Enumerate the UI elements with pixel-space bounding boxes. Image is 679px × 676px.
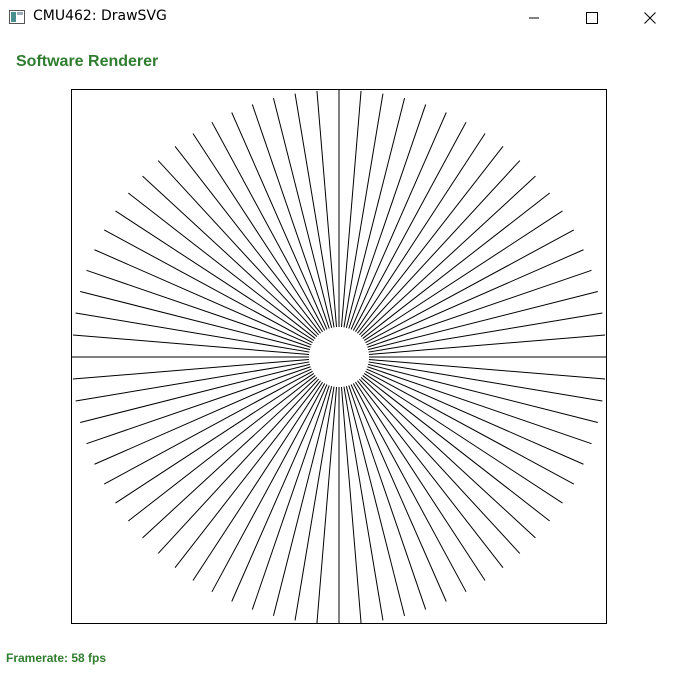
starburst-drawing [72,90,606,623]
starburst-line [251,385,330,610]
minimize-button[interactable] [505,0,563,36]
center-hole [309,327,369,387]
starburst-line [80,363,311,424]
starburst-line [365,370,575,485]
starburst-line [360,376,536,539]
starburst-line [343,93,384,328]
starburst-line [368,334,606,356]
title-bar: CMU462: DrawSVG [0,0,679,36]
starburst-line [367,290,598,351]
starburst-line [367,366,592,445]
starburst-line [75,361,310,402]
starburst-line [348,104,427,329]
starburst-line [350,384,447,602]
drawing-viewport[interactable] [71,89,607,624]
starburst-line [86,269,311,348]
starburst-line [142,175,318,338]
starburst-line [350,112,447,330]
starburst-line [357,380,504,569]
starburst-line [294,386,335,621]
maximize-button[interactable] [563,0,621,36]
framerate-readout: Framerate: 58 fps [6,651,107,665]
starburst-line [294,93,335,328]
renderer-label: Software Renderer [16,53,159,70]
starburst-line [127,192,316,339]
starburst-line [366,249,584,346]
starburst-line [345,385,406,616]
starburst-line [363,372,563,504]
starburst-line [365,229,575,344]
starburst-line [231,112,328,330]
starburst-line [192,133,324,333]
starburst-line [368,361,603,402]
starburst-line [343,386,384,621]
starburst-line [142,376,318,539]
window-title: CMU462: DrawSVG [33,8,167,24]
starburst-line [366,368,584,465]
starburst-line [272,385,333,616]
starburst-line [345,98,406,329]
starburst-line [157,160,320,336]
starburst-line [368,312,603,353]
starburst-line [80,290,311,351]
starburst-line [367,363,598,424]
starburst-line [354,133,486,333]
starburst-line [357,145,504,334]
starburst-line [316,90,338,328]
starburst-line [115,372,315,504]
starburst-line [75,312,310,353]
starburst-line [115,210,315,342]
starburst-line [211,121,326,331]
starburst-line [72,334,310,356]
starburst-line [192,381,324,581]
minimize-icon [529,17,539,19]
starburst-line [103,229,313,344]
starburst-line [367,269,592,348]
starburst-line [211,383,326,593]
starburst-line [340,90,362,328]
starburst-line [157,378,320,554]
starburst-line [94,368,312,465]
starburst-line [358,378,521,554]
starburst-line [340,386,362,623]
starburst-line [354,381,486,581]
starburst-line [362,192,551,339]
starburst-line [72,358,310,380]
starburst-line [348,385,427,610]
starburst-line [174,145,321,334]
starburst-line [251,104,330,329]
starburst-line [103,370,313,485]
starburst-line [358,160,521,336]
maximize-icon [586,12,598,24]
app-window-icon [9,10,25,24]
starburst-line [272,98,333,329]
close-button[interactable] [621,0,679,36]
starburst-line [231,384,328,602]
starburst-line [94,249,312,346]
starburst-line [352,383,467,593]
starburst-line [363,210,563,342]
starburst-line [360,175,536,338]
close-icon [644,12,656,24]
starburst-line [127,375,316,522]
starburst-line [174,380,321,569]
starburst-line [316,386,338,623]
starburst-line [368,358,606,380]
starburst-line [86,366,311,445]
starburst-line [352,121,467,331]
starburst-line [362,375,551,522]
